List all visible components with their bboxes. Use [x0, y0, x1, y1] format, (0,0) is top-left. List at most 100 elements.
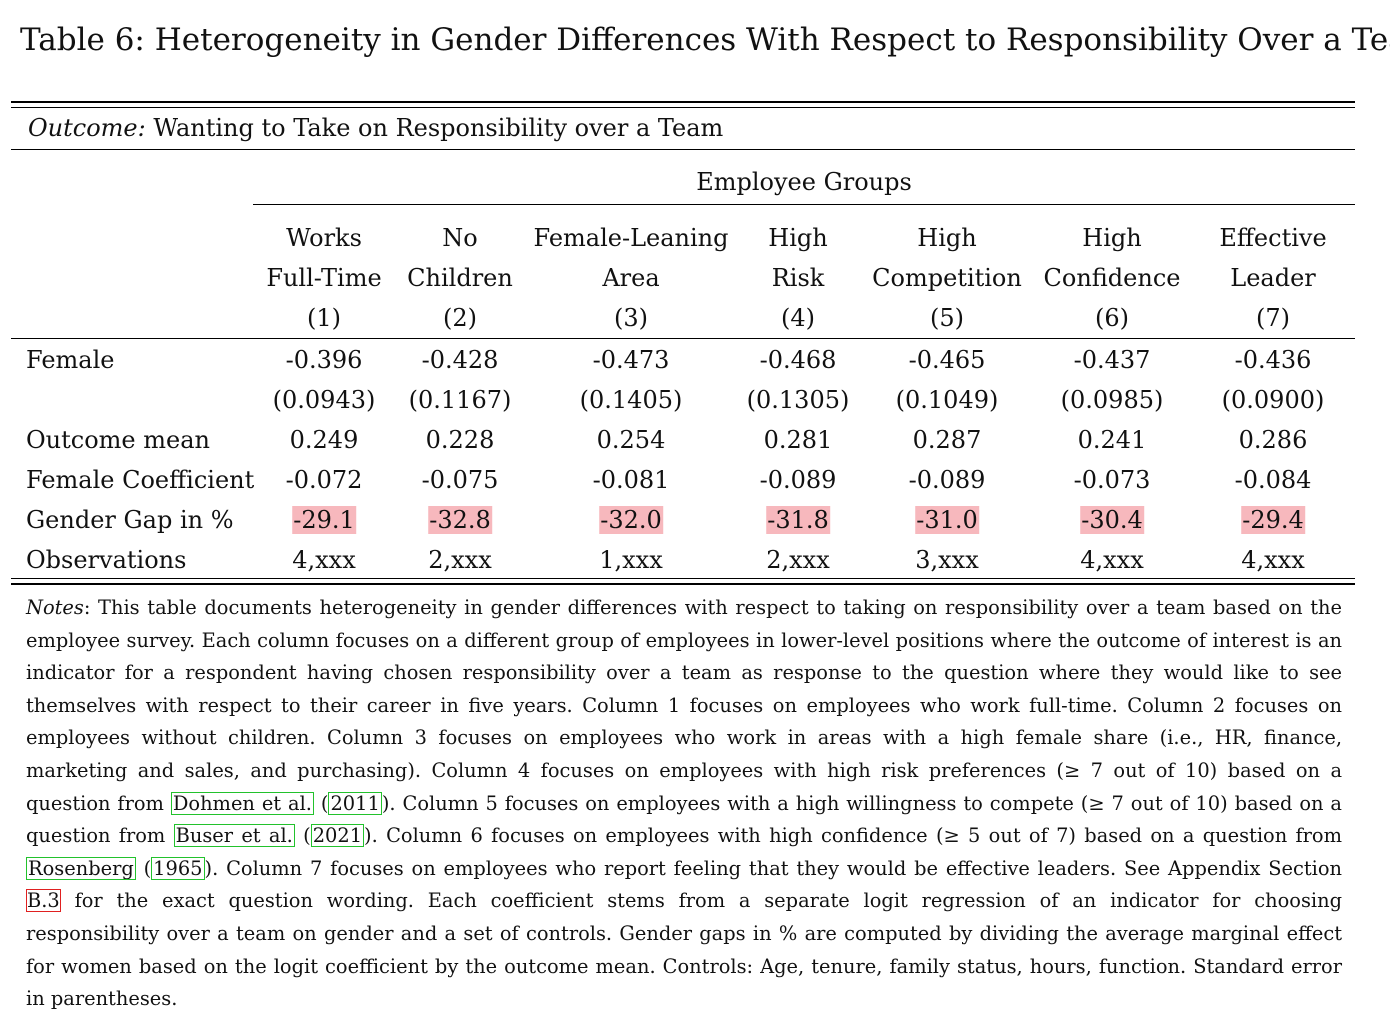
table-cell: (0.0900)	[1221, 386, 1325, 414]
table-cell: -29.1	[292, 500, 356, 540]
column-header-7-num: (7)	[1256, 304, 1290, 332]
column-header-1-line2: Full-Time	[266, 264, 382, 292]
table-cell: -32.8	[428, 500, 492, 540]
column-header-6-line1: High	[1082, 224, 1142, 252]
table-cell: 1,xxx	[599, 546, 663, 574]
table-cell: 0.254	[596, 426, 666, 454]
table-cell: 3,xxx	[915, 546, 979, 574]
column-header-5-line1: High	[917, 224, 977, 252]
column-header-2-line1: No	[442, 224, 478, 252]
header-rule	[11, 338, 1355, 339]
column-header-7-line2: Leader	[1230, 264, 1316, 292]
table-cell: 4,xxx	[1241, 546, 1305, 574]
notes-text-5: for the exact question wording. Each coe…	[26, 889, 1342, 1011]
column-header-5-line2: Competition	[872, 264, 1022, 292]
column-header-3-line1: Female-Leaning	[533, 224, 729, 252]
column-header-3-line2: Area	[602, 264, 660, 292]
row-label: Observations	[26, 546, 187, 574]
table-cell: -0.436	[1234, 346, 1312, 374]
table-cell: 0.249	[289, 426, 359, 454]
table-cell: 0.281	[763, 426, 833, 454]
group-header-rule	[253, 204, 1355, 205]
outcome-text: Wanting to Take on Responsibility over a…	[153, 114, 724, 142]
column-header-1-line1: Works	[286, 224, 362, 252]
citation-dohmen-year-link[interactable]: 2011	[328, 791, 382, 815]
table-cell: -29.4	[1241, 500, 1305, 540]
table-cell: 0.228	[425, 426, 495, 454]
table-notes: Notes: This table documents heterogeneit…	[26, 596, 1342, 1011]
gender-gap-highlight: -29.4	[1241, 506, 1305, 534]
table-cell: (0.1405)	[579, 386, 683, 414]
table-cell: 4,xxx	[292, 546, 356, 574]
table-cell: -0.089	[908, 466, 986, 494]
table-cell: (0.1167)	[408, 386, 512, 414]
table-cell: 4,xxx	[1080, 546, 1144, 574]
top-rule-1	[11, 101, 1355, 103]
table-cell: 2,xxx	[428, 546, 492, 574]
column-header-7-line1: Effective	[1219, 224, 1327, 252]
employee-groups-header: Employee Groups	[696, 168, 912, 196]
column-header-2-line2: Children	[407, 264, 513, 292]
table-cell: -0.437	[1073, 346, 1151, 374]
table-cell: (0.0985)	[1060, 386, 1164, 414]
bottom-rule-1	[11, 578, 1355, 579]
row-label: Outcome mean	[26, 426, 210, 454]
row-label: Female	[26, 346, 115, 374]
column-header-4-num: (4)	[781, 304, 815, 332]
table-cell: (0.1049)	[895, 386, 999, 414]
appendix-b3-link[interactable]: B.3	[26, 889, 61, 913]
row-label: Female Coefficient	[26, 466, 255, 494]
table-cell: -0.465	[908, 346, 986, 374]
table-cell: -0.089	[759, 466, 837, 494]
table-cell: (0.0943)	[272, 386, 376, 414]
table-cell: 0.241	[1077, 426, 1147, 454]
table-cell: -31.8	[766, 500, 830, 540]
notes-text-1: : This table documents heterogeneity in …	[26, 596, 1342, 815]
column-header-6-num: (6)	[1095, 304, 1129, 332]
table-cell: -0.084	[1234, 466, 1312, 494]
table-cell: -32.0	[599, 500, 663, 540]
table-cell: -30.4	[1080, 500, 1144, 540]
row-label: Gender Gap in %	[26, 506, 234, 534]
bottom-rule-2	[11, 583, 1355, 585]
notes-text-2: . Column 5 focuses on employees with a h…	[26, 791, 1342, 848]
notes-label: Notes	[26, 596, 84, 619]
table-title: Table 6: Heterogeneity in Gender Differe…	[20, 22, 1390, 58]
table-cell: -0.473	[592, 346, 670, 374]
gender-gap-highlight: -29.1	[292, 506, 356, 534]
table-cell: -0.075	[421, 466, 499, 494]
gender-gap-highlight: -31.0	[915, 506, 979, 534]
table-cell: (0.1305)	[746, 386, 850, 414]
citation-buser-link[interactable]: Buser et al.	[173, 824, 295, 848]
table-cell: -0.072	[285, 466, 363, 494]
citation-buser-year-link[interactable]: 2021	[310, 824, 365, 848]
column-header-4-line2: Risk	[771, 264, 825, 292]
gender-gap-highlight: -30.4	[1080, 506, 1144, 534]
table-cell: -0.468	[759, 346, 837, 374]
column-header-1-num: (1)	[307, 304, 341, 332]
gender-gap-highlight: -31.8	[766, 506, 830, 534]
table-cell: -0.073	[1073, 466, 1151, 494]
column-header-5-num: (5)	[930, 304, 964, 332]
column-header-4-line1: High	[768, 224, 828, 252]
column-header-3-num: (3)	[614, 304, 648, 332]
gender-gap-highlight: -32.8	[428, 506, 492, 534]
top-rule-2	[11, 107, 1355, 108]
column-header-2-num: (2)	[443, 304, 477, 332]
column-header-6-line2: Confidence	[1043, 264, 1181, 292]
table-cell: -0.428	[421, 346, 499, 374]
table-cell: -0.396	[285, 346, 363, 374]
citation-rosenberg-link[interactable]: Rosenberg	[26, 856, 136, 880]
outcome-rule	[11, 149, 1355, 150]
table-cell: 0.286	[1238, 426, 1308, 454]
outcome-line: Outcome: Wanting to Take on Responsibili…	[28, 112, 723, 144]
table-cell: -0.081	[592, 466, 670, 494]
citation-dohmen-link[interactable]: Dohmen et al.	[170, 791, 314, 815]
table-cell: -31.0	[915, 500, 979, 540]
table-cell: 0.287	[912, 426, 982, 454]
notes-text-3: . Column 6 focuses on employees with hig…	[371, 824, 1342, 848]
citation-rosenberg-year-link[interactable]: 1965	[151, 856, 205, 880]
table-cell: 2,xxx	[766, 546, 830, 574]
outcome-prefix: Outcome:	[28, 114, 146, 142]
gender-gap-highlight: -32.0	[599, 506, 663, 534]
